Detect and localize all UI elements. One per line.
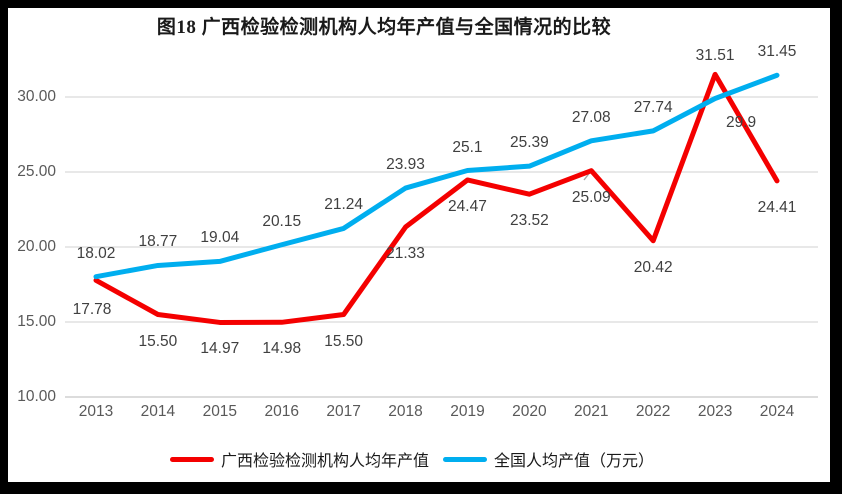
plot-area <box>65 71 818 398</box>
legend-line-swatch-national <box>443 456 487 462</box>
x-axis-tick-label-2024: 2024 <box>759 403 795 420</box>
data-label-guangxi-2020: 23.52 <box>509 212 549 230</box>
data-label-guangxi-2019: 24.47 <box>448 197 487 215</box>
y-axis-tick-label-30.00: 30.00 <box>17 88 56 105</box>
data-label-national-2017: 21.24 <box>324 196 364 214</box>
chart-title: 图18 广西检验检测机构人均年产值与全国情况的比较 <box>156 17 612 38</box>
y-axis-tick-label-15.00: 15.00 <box>17 313 56 330</box>
x-axis-tick-label-2022: 2022 <box>635 403 671 420</box>
data-label-guangxi-2024: 24.41 <box>757 198 797 216</box>
data-label-guangxi-2016: 14.98 <box>262 340 302 358</box>
x-axis-tick-label-2016: 2016 <box>264 403 299 420</box>
x-axis-tick-label-2014: 2014 <box>140 403 176 420</box>
data-label-national-2023: 29.9 <box>725 113 757 131</box>
x-axis-tick-label-2017: 2017 <box>326 403 361 420</box>
data-label-national-2022: 27.74 <box>633 98 673 116</box>
legend-label-national: 全国人均产值（万元） <box>494 453 655 470</box>
data-label-guangxi-2018: 21.33 <box>386 245 425 263</box>
data-label-guangxi-2014: 15.50 <box>138 332 178 350</box>
x-axis-tick-label-2021: 2021 <box>574 403 609 420</box>
data-label-national-2015: 19.04 <box>200 229 240 247</box>
y-axis-tick-label-25.00: 25.00 <box>17 163 56 180</box>
data-label-guangxi-2022: 20.42 <box>633 258 673 276</box>
legend-line-swatch-guangxi <box>169 456 214 462</box>
data-label-national-2021: 27.08 <box>571 108 611 126</box>
data-label-national-2013: 18.02 <box>76 244 116 262</box>
data-label-national-2014: 18.77 <box>138 233 178 251</box>
x-axis-tick-label-2018: 2018 <box>388 403 423 420</box>
legend-label-guangxi: 广西检验检测机构人均年产值 <box>220 453 429 470</box>
data-label-guangxi-2021: 25.09 <box>571 188 611 206</box>
legend: 广西检验检测机构人均年产值 全国人均产值（万元） <box>8 447 830 471</box>
x-axis-tick-label-2023: 2023 <box>697 403 733 420</box>
data-label-national-2024: 31.45 <box>757 43 797 61</box>
x-axis-tick-label-2019: 2019 <box>450 403 485 420</box>
data-label-national-2019: 25.1 <box>452 138 483 156</box>
data-label-guangxi-2013: 17.78 <box>72 301 112 319</box>
data-label-guangxi-2015: 14.97 <box>200 340 240 358</box>
y-axis-tick-label-10.00: 10.00 <box>17 388 56 405</box>
series-line-guangxi <box>93 71 780 325</box>
y-axis-tick-label-20.00: 20.00 <box>17 238 56 255</box>
x-axis-tick-label-2020: 2020 <box>512 403 547 420</box>
x-axis-tick-label-2015: 2015 <box>202 403 238 420</box>
series-line-national <box>93 72 780 280</box>
x-axis-tick-label-2013: 2013 <box>78 403 114 420</box>
data-label-national-2016: 20.15 <box>262 212 302 230</box>
data-label-guangxi-2017: 15.50 <box>324 332 364 350</box>
data-label-guangxi-2023: 31.51 <box>695 47 735 65</box>
data-label-national-2018: 23.93 <box>386 156 425 174</box>
data-label-national-2020: 25.39 <box>509 134 549 152</box>
